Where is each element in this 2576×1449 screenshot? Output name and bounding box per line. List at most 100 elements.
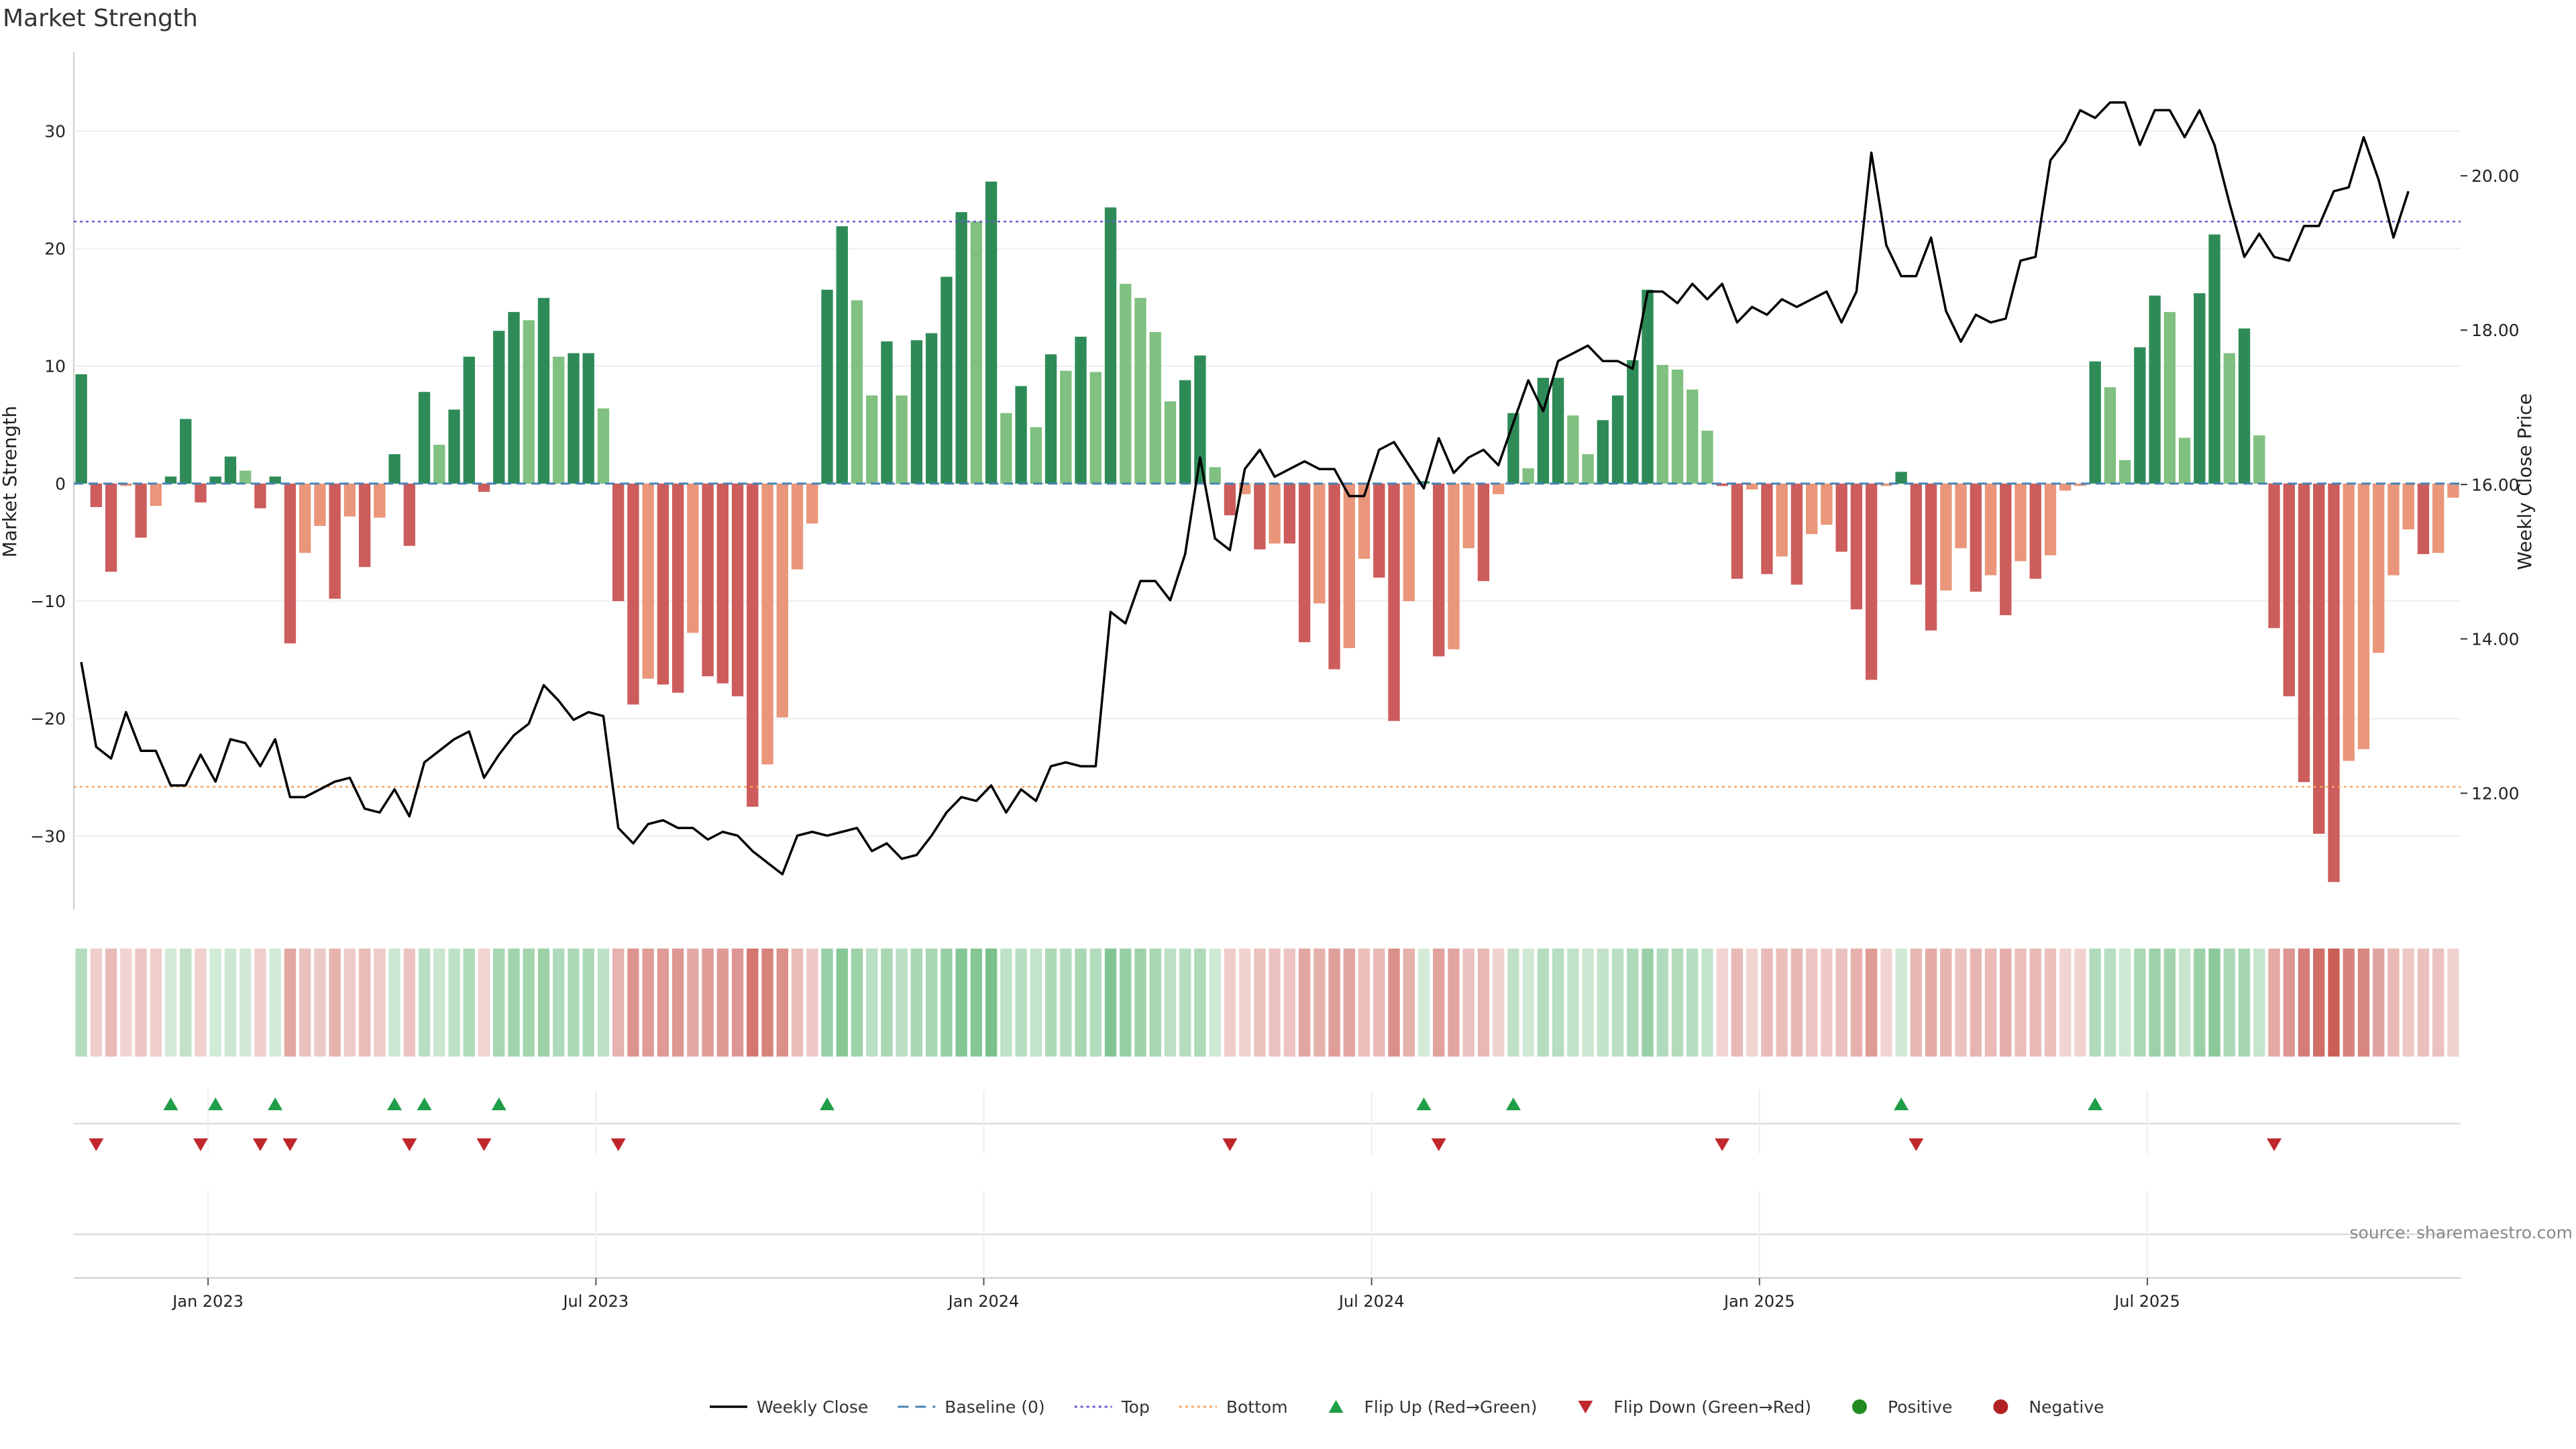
strength-bar [791, 483, 804, 570]
heat-cell [2134, 949, 2146, 1057]
heat-cell [75, 949, 87, 1057]
strength-bar [1089, 372, 1102, 484]
heat-cell [582, 949, 594, 1057]
legend-item: Weekly Close [710, 1397, 868, 1417]
strength-bar [1552, 378, 1564, 484]
strength-bar [1940, 483, 1952, 591]
heat-cell [761, 949, 773, 1057]
heat-cell [1209, 949, 1221, 1057]
strength-bar [1701, 431, 1713, 484]
strength-bar [597, 408, 610, 484]
heat-cell [2343, 949, 2355, 1057]
heat-cell [2268, 949, 2280, 1057]
heat-cell [851, 949, 863, 1057]
heat-cell [2417, 949, 2430, 1057]
flip-up-marker [2088, 1097, 2103, 1110]
strength-bar [2432, 483, 2445, 553]
strength-bar [2149, 295, 2161, 484]
strength-bar [553, 356, 565, 484]
x-tick-label: Jan 2025 [1723, 1292, 1795, 1311]
strength-bar [866, 395, 878, 484]
strength-bar [448, 409, 460, 484]
heat-cell [1776, 949, 1788, 1057]
heat-cell [299, 949, 311, 1057]
flip-markers-panel [74, 1090, 2461, 1154]
heat-cell [896, 949, 908, 1057]
heat-cell [2074, 949, 2086, 1057]
heat-cell [2029, 949, 2041, 1057]
heat-cell [1104, 949, 1117, 1057]
strength-heat-strip [75, 949, 2459, 1057]
heat-cell [1194, 949, 1206, 1057]
flip-down-marker [610, 1138, 626, 1151]
strength-bar [2447, 483, 2459, 498]
strength-bar [687, 483, 699, 633]
heat-cell [806, 949, 818, 1057]
heat-cell [1015, 949, 1027, 1057]
heat-cell [1984, 949, 1997, 1057]
heat-cell [2194, 949, 2206, 1057]
strength-bar [1761, 483, 1773, 574]
strength-bar [1104, 207, 1117, 484]
strength-bar [209, 476, 221, 484]
strength-bar [2074, 483, 2086, 486]
heat-cell [1254, 949, 1266, 1057]
strength-bar [2223, 353, 2235, 484]
strength-bar [1850, 483, 1863, 610]
heat-cell [1089, 949, 1102, 1057]
heat-cell [418, 949, 431, 1057]
flip-down-marker [2267, 1138, 2282, 1151]
heat-cell [821, 949, 833, 1057]
strength-bar [374, 483, 386, 518]
strength-bar [1224, 483, 1236, 516]
heat-cell [716, 949, 729, 1057]
strength-bar [433, 445, 445, 484]
heat-cell [523, 949, 535, 1057]
heat-cell [329, 949, 341, 1057]
strength-bar [224, 456, 237, 484]
heat-cell [2238, 949, 2251, 1057]
heat-cell [1582, 949, 1594, 1057]
heat-cell [1716, 949, 1728, 1057]
legend-item: Flip Up (Red→Green) [1328, 1397, 1537, 1417]
heat-cell [1895, 949, 1907, 1057]
strength-bar [1611, 395, 1624, 484]
strength-bar [1493, 483, 1505, 494]
heat-cell [1850, 949, 1863, 1057]
x-tick-label: Jul 2025 [2113, 1292, 2180, 1311]
strength-bar [1925, 483, 1937, 631]
heat-cell [1821, 949, 1833, 1057]
strength-bar [1984, 483, 1997, 576]
weekly-close-series [80, 101, 2410, 875]
heat-cell [2208, 949, 2220, 1057]
strength-bar [642, 483, 654, 679]
strength-bar [2343, 483, 2355, 761]
strength-bar [1134, 298, 1146, 484]
strength-bar [1313, 483, 1326, 604]
heat-cell [388, 949, 400, 1057]
strength-bar [2402, 483, 2414, 530]
heat-cell [493, 949, 505, 1057]
heat-cell [2402, 949, 2414, 1057]
strength-bar [1790, 483, 1803, 585]
strength-bar [388, 454, 400, 484]
strength-bar [2194, 293, 2206, 484]
strength-bar [1880, 483, 1892, 486]
legend-item: Bottom [1179, 1397, 1288, 1417]
heat-cell [90, 949, 103, 1057]
strength-bar [582, 353, 594, 484]
heat-cell [254, 949, 266, 1057]
y-axis-right: 12.00 14.00 16.00 18.00 20.00 [2461, 166, 2520, 803]
strength-bar [821, 289, 833, 484]
strength-bar [2118, 460, 2131, 484]
strength-bar [2029, 483, 2041, 579]
heat-cell [2149, 949, 2161, 1057]
strength-bar [925, 333, 938, 484]
reference-lines [74, 220, 2461, 788]
strength-bar [478, 483, 490, 492]
strength-bar [836, 226, 848, 484]
heat-cell [1731, 949, 1743, 1057]
strength-bar [2283, 483, 2295, 696]
heat-cell [1925, 949, 1937, 1057]
